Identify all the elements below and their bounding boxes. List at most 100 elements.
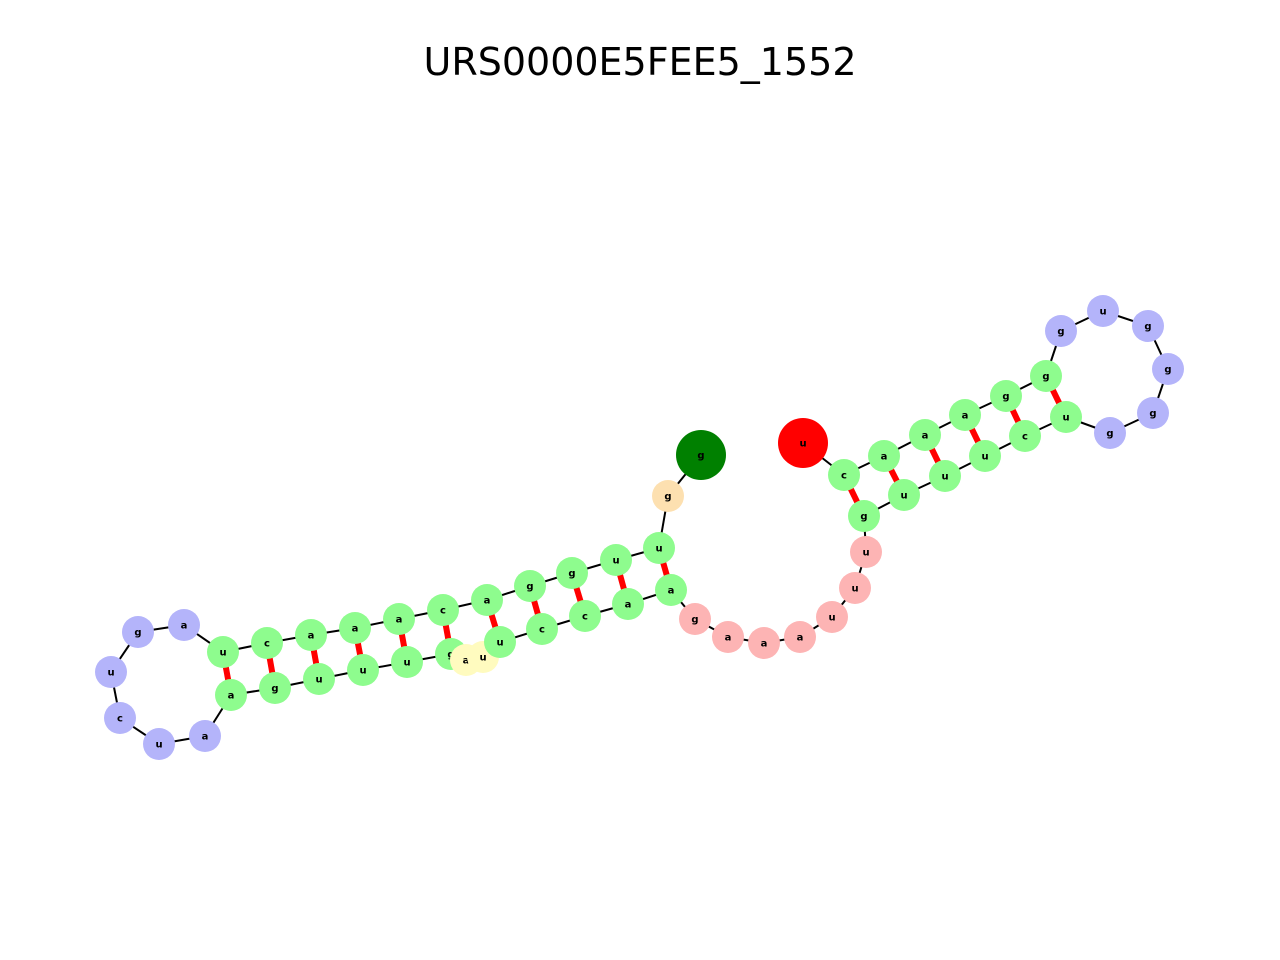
nucleotide-label: u — [612, 556, 619, 567]
nucleotide-label: u — [359, 666, 366, 677]
nucleotide-multiloop: u — [850, 536, 882, 568]
nucleotide-label: u — [496, 638, 503, 649]
nucleotide-label: u — [479, 653, 486, 664]
nucleotide-label: u — [799, 439, 806, 450]
nucleotide-label: c — [539, 625, 545, 636]
nucleotide-label: u — [981, 452, 988, 463]
nucleotide-stem: a — [215, 679, 247, 711]
base-pair-bonds — [223, 376, 1066, 695]
nucleotide-label: u — [403, 658, 410, 669]
nucleotide-label: a — [181, 621, 188, 632]
nucleotide-multiloop: a — [748, 627, 780, 659]
nucleotide-label: g — [271, 684, 278, 695]
nucleotide-stem: u — [969, 440, 1001, 472]
nucleotide-hairpin-loop: a — [189, 720, 221, 752]
nucleotide-hairpin-loop: g — [1094, 417, 1126, 449]
nucleotide-label: a — [797, 633, 804, 644]
nucleotide-label: g — [697, 451, 704, 462]
nucleotide-label: a — [308, 631, 315, 642]
nucleotide-hairpin-loop: g — [1152, 353, 1184, 385]
nucleotide-stem: g — [848, 500, 880, 532]
nucleotide-label: g — [1106, 429, 1113, 440]
nucleotide-multiloop: u — [839, 572, 871, 604]
nucleotide-label: c — [582, 612, 588, 623]
nucleotide-stem: c — [251, 627, 283, 659]
nucleotide-stem: u — [643, 532, 675, 564]
nucleotide-stem: a — [339, 612, 371, 644]
nucleotide-hairpin-loop: g — [1045, 315, 1077, 347]
nucleotide-multiloop: a — [784, 621, 816, 653]
nucleotide-label: c — [440, 606, 446, 617]
nucleotide-three-prime-end: u — [778, 418, 828, 468]
nucleotide-label: a — [484, 596, 491, 607]
nucleotide-label: a — [625, 600, 632, 611]
nucleotide-stem: a — [949, 399, 981, 431]
nucleotide-stem: a — [295, 619, 327, 651]
nucleotide-label: a — [228, 691, 235, 702]
nucleotide-stem: c — [427, 594, 459, 626]
nucleotide-label: g — [1149, 409, 1156, 420]
nucleotide-label: u — [655, 544, 662, 555]
nucleotide-five-prime-unpaired: g — [652, 480, 684, 512]
nucleotide-hairpin-loop: u — [95, 656, 127, 688]
nucleotide-label: a — [881, 452, 888, 463]
nucleotide-label: u — [941, 472, 948, 483]
nucleotide-label: g — [664, 492, 671, 503]
nucleotide-stem: u — [484, 626, 516, 658]
nucleotide-label: a — [352, 624, 359, 635]
nucleotide-label: g — [568, 569, 575, 580]
nucleotide-label: g — [1042, 372, 1049, 383]
nucleotide-hairpin-loop: u — [1087, 295, 1119, 327]
nucleotide-stem: g — [556, 557, 588, 589]
nucleotide-label: u — [828, 613, 835, 624]
nucleotide-stem: u — [929, 460, 961, 492]
nucleotide-stem: g — [514, 570, 546, 602]
nucleotide-hairpin-loop: c — [104, 702, 136, 734]
nucleotide-label: u — [1062, 413, 1069, 424]
nucleotide-stem: c — [569, 600, 601, 632]
nucleotide-multiloop: a — [712, 621, 744, 653]
nucleotide-stem: a — [471, 584, 503, 616]
nucleotide-stem: c — [526, 613, 558, 645]
nucleotide-five-prime-end: g — [676, 430, 726, 480]
nucleotide-label: g — [860, 512, 867, 523]
nucleotide-label: g — [134, 628, 141, 639]
nucleotide-label: u — [900, 491, 907, 502]
nucleotide-stem: g — [1030, 360, 1062, 392]
nucleotide-stem: u — [303, 663, 335, 695]
nucleotide-stem: u — [391, 646, 423, 678]
nucleotide-stem: u — [600, 544, 632, 576]
nucleotide-label: c — [841, 471, 847, 482]
nucleotide-label: a — [202, 732, 209, 743]
nucleotide-label: a — [396, 615, 403, 626]
nucleotide-stem: a — [655, 574, 687, 606]
nucleotide-stem: u — [207, 636, 239, 668]
nucleotide-label: u — [107, 668, 114, 679]
nucleotide-label: u — [851, 584, 858, 595]
nucleotide-label: g — [1144, 322, 1151, 333]
nucleotide-hairpin-loop: g — [122, 616, 154, 648]
nucleotide-stem: u — [888, 479, 920, 511]
nucleotide-label: c — [1022, 432, 1028, 443]
nucleotide-hairpin-loop: g — [1132, 310, 1164, 342]
nucleotide-stem: a — [868, 440, 900, 472]
nucleotide-label: a — [668, 586, 675, 597]
nucleotide-stem: c — [1009, 420, 1041, 452]
nucleotide-stem: g — [990, 380, 1022, 412]
nucleotide-label: u — [155, 740, 162, 751]
nucleotide-label: g — [526, 582, 533, 593]
nucleotide-label: a — [922, 431, 929, 442]
nucleotide-stem: u — [347, 654, 379, 686]
nucleotide-label: c — [264, 639, 270, 650]
nucleotide-label: g — [1164, 365, 1171, 376]
nucleotide-hairpin-loop: u — [143, 728, 175, 760]
nucleotide-stem: a — [612, 588, 644, 620]
nucleotide-multiloop: g — [679, 603, 711, 635]
nucleotide-label: c — [117, 714, 123, 725]
nucleotide-label: a — [761, 639, 768, 650]
nucleotide-label: g — [691, 615, 698, 626]
nucleotide-hairpin-loop: a — [168, 609, 200, 641]
nucleotide-stem: a — [909, 419, 941, 451]
nucleotide-label: u — [315, 675, 322, 686]
